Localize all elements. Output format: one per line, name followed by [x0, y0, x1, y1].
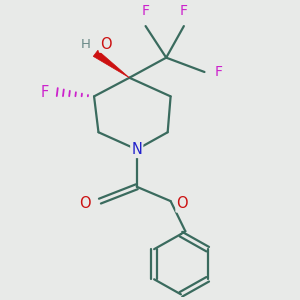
Text: F: F: [40, 85, 48, 100]
Text: H: H: [81, 38, 91, 51]
Text: F: F: [142, 4, 150, 18]
Text: F: F: [215, 65, 223, 79]
Text: N: N: [131, 142, 142, 157]
Text: F: F: [180, 4, 188, 18]
Text: O: O: [80, 196, 91, 211]
Text: O: O: [176, 196, 188, 211]
Text: O: O: [100, 37, 112, 52]
Polygon shape: [93, 50, 129, 78]
